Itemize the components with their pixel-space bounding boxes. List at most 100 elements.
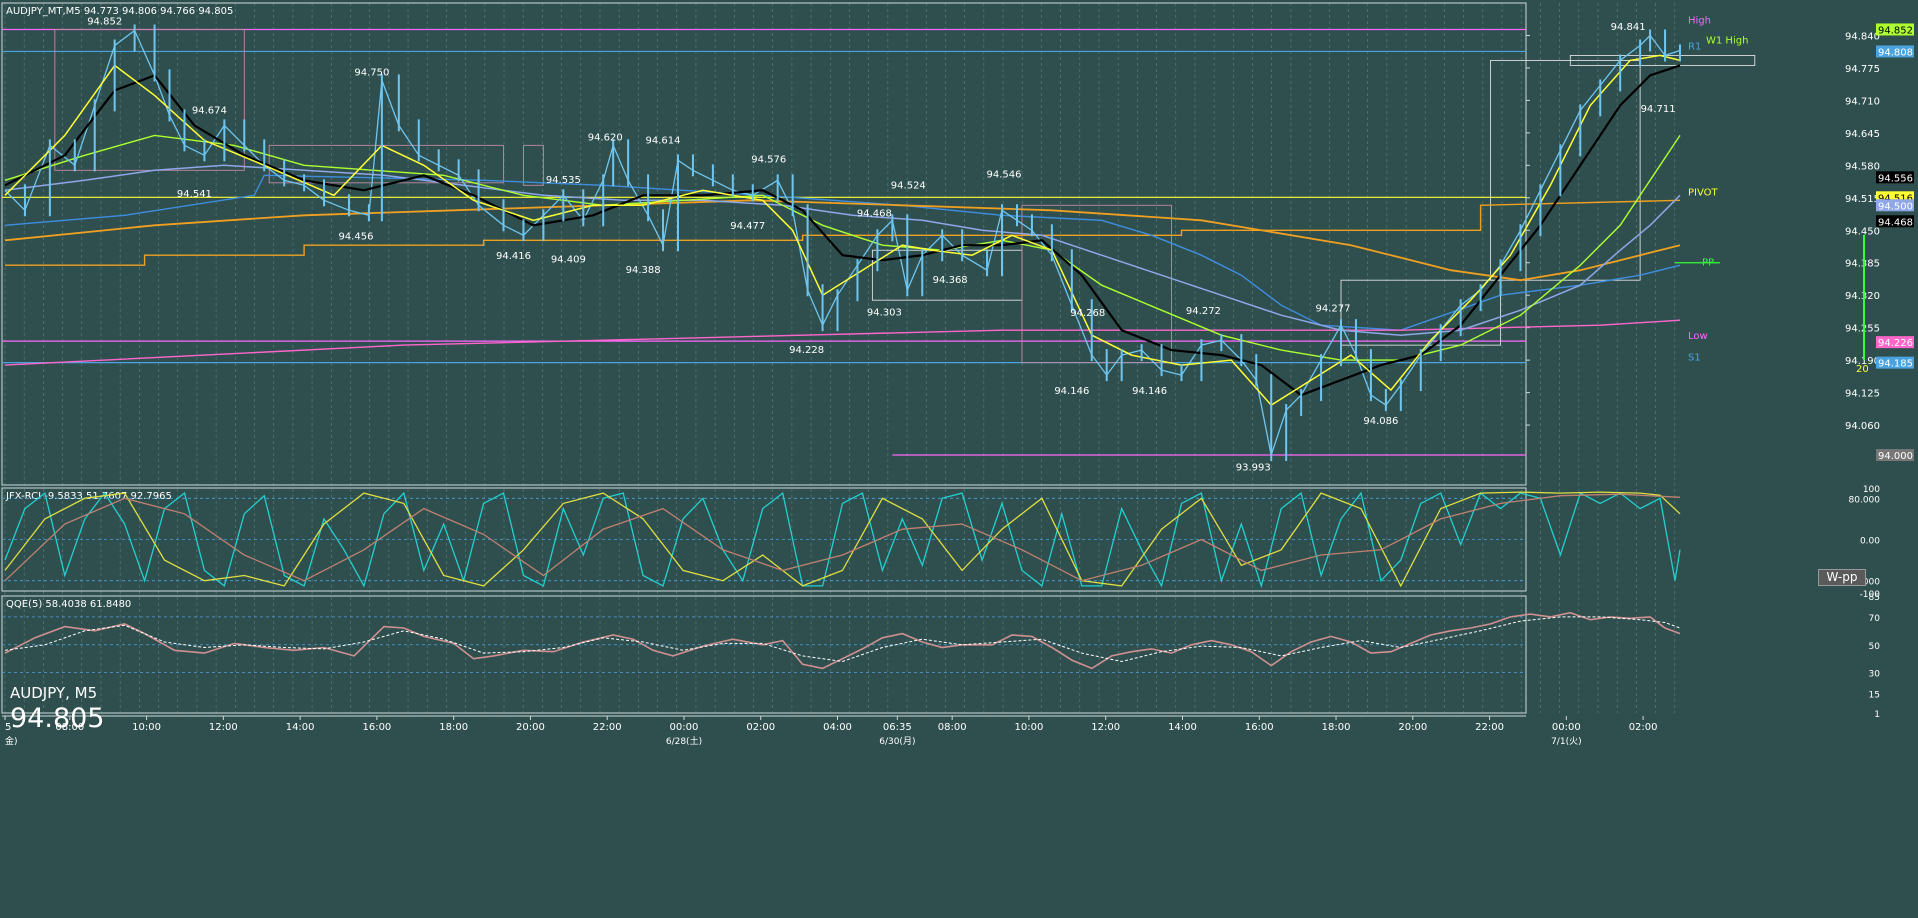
date-label: 6/30(月) [879, 736, 915, 747]
qqe-tick-label: 15 [1869, 691, 1880, 701]
time-tick-label: 10:00 [132, 722, 161, 733]
price-label: 94.368 [933, 275, 968, 286]
price-label: 94.409 [551, 255, 586, 266]
price-tick-label: 94.580 [1845, 161, 1880, 172]
rci-tick-label: 0.00 [1860, 537, 1880, 547]
date-label: 金) [5, 735, 18, 747]
session-box [1490, 59, 1641, 281]
price-tag-text: 94.808 [1878, 47, 1913, 58]
price-tick-label: 94.190 [1845, 356, 1880, 367]
time-tick-label: 22:00 [593, 722, 622, 733]
time-tick-label: 00:00 [1552, 722, 1581, 733]
price-tick-label: 94.320 [1845, 291, 1880, 302]
price-tag-text: 94.226 [1878, 338, 1913, 349]
price-tag-bg [1876, 199, 1914, 212]
series-ma-pink [4, 319, 1681, 366]
time-tick-label: 12:00 [1091, 722, 1120, 733]
rci-tick-label: 100 [1863, 485, 1880, 495]
price-label: 94.268 [1070, 308, 1105, 319]
date-label: 7/1(火) [1551, 736, 1582, 747]
price-label: 94.272 [1186, 306, 1221, 317]
price-label: 94.388 [626, 265, 661, 276]
price-tick-label: 94.255 [1845, 324, 1880, 335]
price-label: 94.303 [867, 308, 902, 319]
price-tag: 94.468 [1876, 215, 1914, 228]
price-tag: 94.000 [1876, 449, 1914, 462]
level-label-r1: R1 [1688, 41, 1701, 52]
price-label: 94.086 [1363, 416, 1398, 427]
panel-border-qqe [1, 595, 1527, 714]
rci-tick-label: 80.000 [1849, 495, 1881, 505]
time-tick-label: 16:00 [362, 722, 391, 733]
time-tick-label: 00:00 [670, 722, 699, 733]
price-tick-label: 94.060 [1845, 421, 1880, 432]
price-tag-bg [1876, 449, 1914, 462]
price-candles [23, 24, 1681, 462]
w-pp-tag: W-pp [1818, 569, 1866, 586]
qqe-title: QQE(5) 58.4038 61.8480 [6, 599, 131, 610]
rci-title: JFX-RCI -9.5833 51.7607 92.7965 [5, 491, 172, 502]
price-label: 94.852 [87, 16, 122, 27]
level-label-s1: S1 [1688, 353, 1701, 364]
rci-series-brown [4, 493, 1681, 582]
level-label-high: High [1688, 15, 1711, 26]
time-tick-label: 16:00 [1245, 722, 1274, 733]
last-price-label: 94.805 [10, 703, 105, 734]
qqe-tick-label: 30 [1869, 670, 1881, 680]
price-tick-label: 94.515 [1845, 194, 1880, 205]
price-tick-label: 94.775 [1845, 64, 1880, 75]
price-tag-bg [1876, 356, 1914, 369]
price-tag-text: 94.852 [1878, 25, 1913, 36]
price-tick-label: 94.840 [1845, 31, 1880, 42]
price-label: 94.711 [1641, 104, 1676, 115]
time-tick-label: 04:00 [823, 722, 852, 733]
price-label: 94.620 [588, 132, 623, 143]
price-tick-label: 94.125 [1845, 389, 1880, 400]
price-tick-label: 94.385 [1845, 259, 1880, 270]
price-tag: 94.226 [1876, 336, 1914, 349]
session-box [268, 144, 504, 184]
qqe-panel: 85 70 50 30 15 1 [2, 593, 1880, 720]
price-label: 94.277 [1316, 304, 1351, 315]
counter-label: 20 [1856, 364, 1869, 375]
price-tag-bg [1876, 215, 1914, 228]
series-ma-fast [4, 54, 1681, 407]
price-tag-text: 94.000 [1878, 451, 1913, 462]
price-label: 94.546 [987, 169, 1022, 180]
price-label: 94.674 [192, 105, 227, 116]
qqe-series-qqe [4, 611, 1681, 670]
qqe-tick-label: 1 [1874, 710, 1880, 720]
series-ma-blue-step [4, 174, 1681, 331]
qqe-tick-label: 50 [1869, 642, 1881, 652]
price-label: 94.228 [789, 345, 824, 356]
price-label: 94.576 [751, 154, 786, 165]
qqe-series-signal [4, 616, 1681, 663]
rci-series-cyan [4, 491, 1681, 589]
pivot-levels: High R1 PIVOT PP Low S1 W1 High [2, 15, 1748, 456]
price-tag-text: 94.556 [1878, 173, 1913, 184]
price-label: 94.841 [1611, 22, 1646, 33]
time-tick-label: 02:00 [746, 722, 775, 733]
price-label: 94.468 [857, 208, 892, 219]
price-tick-label: 94.710 [1845, 96, 1880, 107]
series-ma-orange-step [5, 199, 1681, 266]
price-tick-label: 94.450 [1845, 226, 1880, 237]
symbol-label: AUDJPY, M5 [10, 684, 98, 702]
price-tag-text: 94.468 [1878, 217, 1913, 228]
level-label-pivot: PIVOT [1688, 187, 1719, 198]
level-label-pp: PP [1702, 258, 1714, 269]
time-tick-label: 20:00 [516, 722, 545, 733]
time-tick-label: 18:00 [1322, 722, 1351, 733]
price-label: 94.535 [546, 175, 581, 186]
price-label: 94.416 [496, 251, 531, 262]
price-label: 94.146 [1132, 386, 1167, 397]
price-label: 94.614 [646, 135, 681, 146]
main-title: AUDJPY_MT,M5 94.773 94.806 94.766 94.805 [6, 6, 233, 17]
price-tag-bg [1876, 23, 1914, 36]
price-label: 94.456 [338, 231, 373, 242]
price-tag-bg [1876, 171, 1914, 184]
price-tag: 94.808 [1876, 45, 1914, 58]
